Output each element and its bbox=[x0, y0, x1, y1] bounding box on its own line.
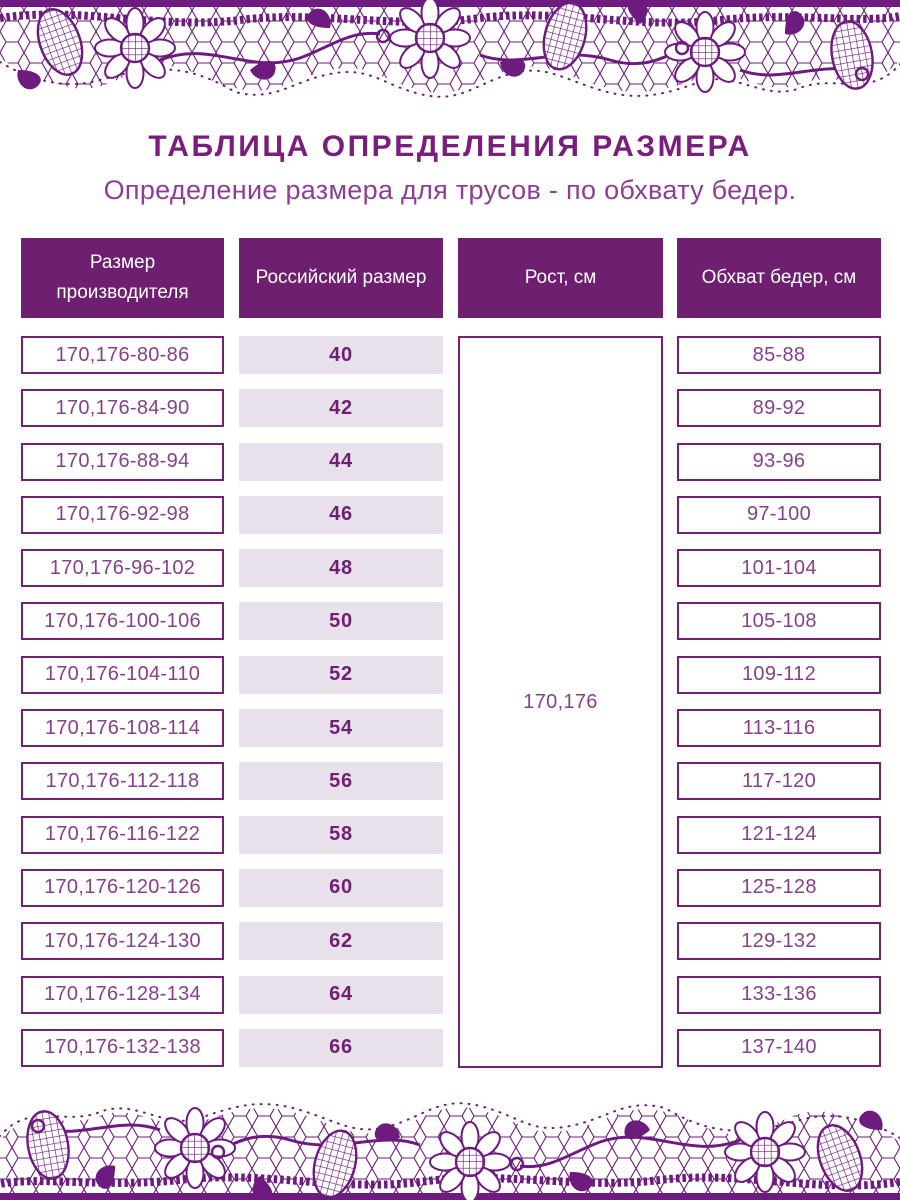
table-cell: 170,176-112-118 bbox=[21, 762, 224, 801]
table-cell: 40 bbox=[239, 336, 443, 374]
table-cell: 170,176-84-90 bbox=[21, 389, 224, 428]
table-cell: 54 bbox=[239, 709, 443, 748]
lace-border-bottom-icon bbox=[0, 1090, 900, 1200]
table-cell: 170,176-128-134 bbox=[21, 975, 224, 1014]
lace-border-top-icon bbox=[0, 0, 900, 98]
page-title: ТАБЛИЦА ОПРЕДЕЛЕНИЯ РАЗМЕРА bbox=[148, 130, 752, 163]
table-cell: 170,176-104-110 bbox=[21, 655, 224, 694]
table-cell: 170,176-96-102 bbox=[21, 549, 224, 588]
table-cell: 117-120 bbox=[677, 762, 881, 801]
russian-size-cells: 40 42 44 46 48 50 52 54 56 58 60 62 64 6… bbox=[239, 336, 443, 1067]
table-cell: 170,176-116-122 bbox=[21, 815, 224, 854]
column-hips: Обхват бедер, см 85-88 89-92 93-96 97-10… bbox=[677, 238, 881, 1067]
table-cell: 105-108 bbox=[677, 602, 881, 641]
table-cell: 125-128 bbox=[677, 868, 881, 907]
table-cell: 50 bbox=[239, 602, 443, 641]
table-cell: 44 bbox=[239, 442, 443, 481]
header-manufacturer-size: Размер производителя bbox=[21, 238, 224, 318]
table-cell: 137-140 bbox=[677, 1028, 881, 1067]
header-hips: Обхват бедер, см bbox=[677, 238, 881, 318]
table-cell: 121-124 bbox=[677, 815, 881, 854]
table-cell: 42 bbox=[239, 389, 443, 428]
table-cell: 93-96 bbox=[677, 442, 881, 481]
height-merged-cell: 170,176 bbox=[458, 336, 663, 1068]
table-cell: 46 bbox=[239, 495, 443, 534]
table-cell: 97-100 bbox=[677, 495, 881, 534]
header-russian-size: Российский размер bbox=[239, 238, 443, 318]
table-cell: 170,176-92-98 bbox=[21, 495, 224, 534]
table-cell: 170,176-132-138 bbox=[21, 1028, 224, 1067]
table-cell: 89-92 bbox=[677, 389, 881, 428]
table-cell: 113-116 bbox=[677, 709, 881, 748]
table-cell: 64 bbox=[239, 975, 443, 1014]
table-cell: 48 bbox=[239, 549, 443, 588]
table-cell: 85-88 bbox=[677, 336, 881, 374]
table-cell: 56 bbox=[239, 762, 443, 801]
table-cell: 170,176-108-114 bbox=[21, 709, 224, 748]
table-cell: 52 bbox=[239, 655, 443, 694]
table-cell: 101-104 bbox=[677, 549, 881, 588]
table-cell: 66 bbox=[239, 1028, 443, 1067]
column-russian-size: Российский размер 40 42 44 46 48 50 52 5… bbox=[239, 238, 443, 1067]
hips-cells: 85-88 89-92 93-96 97-100 101-104 105-108… bbox=[677, 336, 881, 1067]
table-cell: 109-112 bbox=[677, 655, 881, 694]
table-cell: 170,176-120-126 bbox=[21, 868, 224, 907]
table-cell: 60 bbox=[239, 868, 443, 907]
table-cell: 58 bbox=[239, 815, 443, 854]
column-manufacturer-size: Размер производителя 170,176-80-86 170,1… bbox=[21, 238, 224, 1067]
column-height: Рост, см 170,176 bbox=[458, 238, 663, 1068]
page-subtitle: Определение размера для трусов - по обхв… bbox=[103, 175, 797, 205]
table-cell: 62 bbox=[239, 922, 443, 961]
manufacturer-size-cells: 170,176-80-86 170,176-84-90 170,176-88-9… bbox=[21, 336, 224, 1067]
table-cell: 170,176-88-94 bbox=[21, 442, 224, 481]
table-cell: 133-136 bbox=[677, 975, 881, 1014]
table-cell: 170,176-80-86 bbox=[21, 336, 224, 374]
table-cell: 129-132 bbox=[677, 922, 881, 961]
table-cell: 170,176-100-106 bbox=[21, 602, 224, 641]
header-height: Рост, см bbox=[458, 238, 663, 318]
table-cell: 170,176-124-130 bbox=[21, 922, 224, 961]
